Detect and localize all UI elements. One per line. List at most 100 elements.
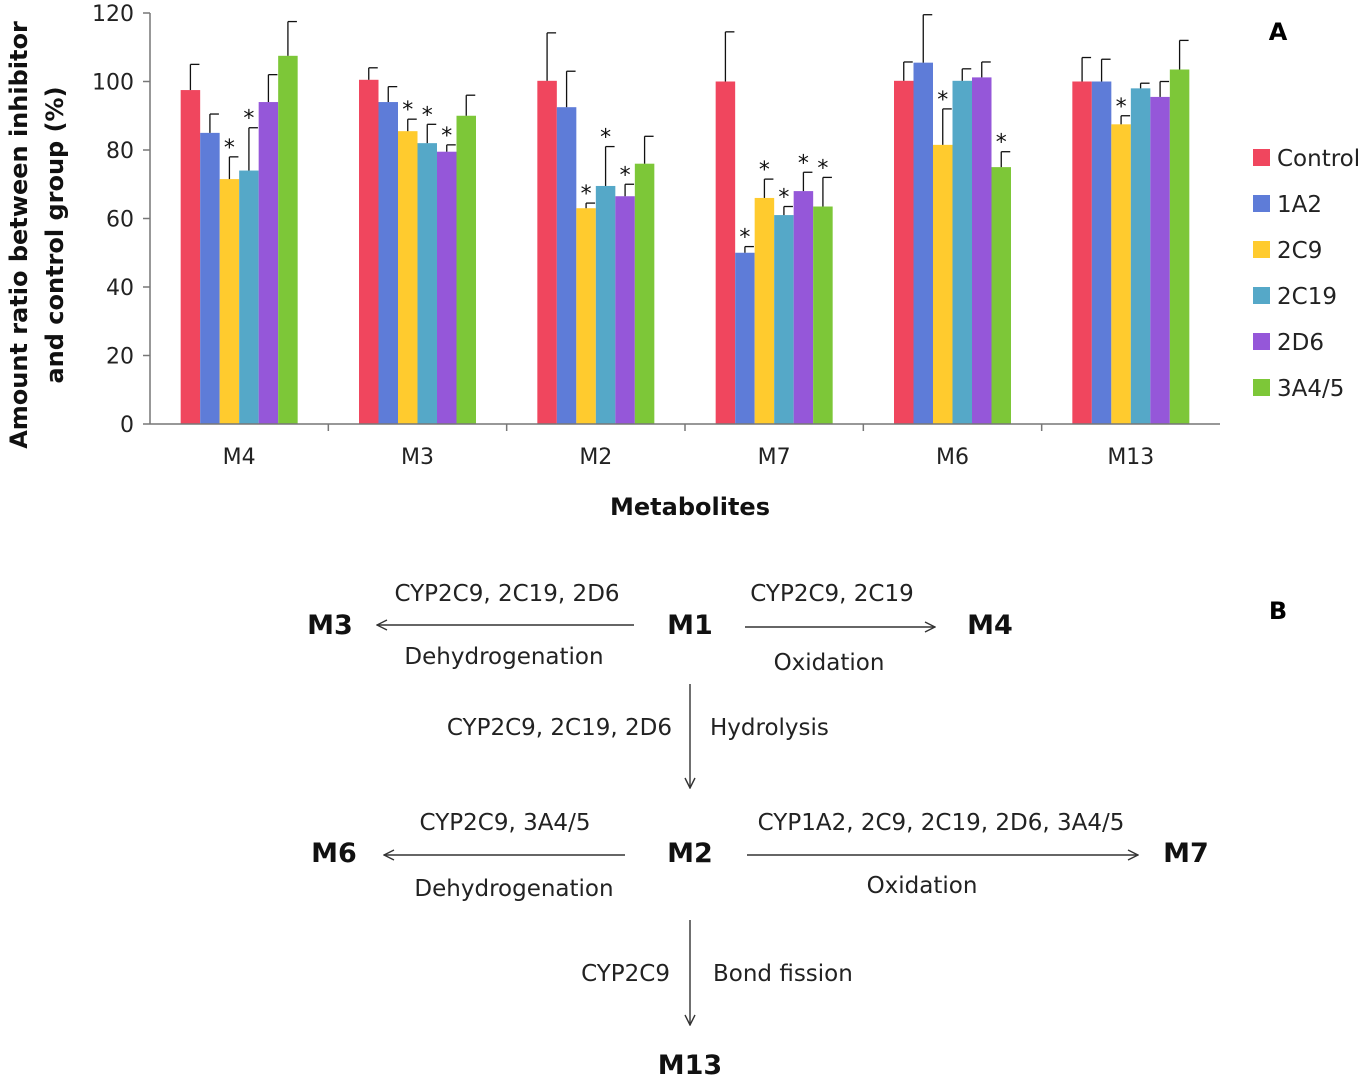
label-m1-m2-enzymes: CYP2C9, 2C19, 2D6 <box>447 715 672 741</box>
bar <box>735 252 755 424</box>
bar <box>913 62 933 424</box>
label-m2-m6-reaction: Dehydrogenation <box>414 876 613 902</box>
label-m1-m3-reaction: Dehydrogenation <box>404 644 603 670</box>
bar <box>1130 88 1151 424</box>
label-m2-m13-reaction: Bond fission <box>713 961 853 987</box>
bar <box>615 196 635 424</box>
bars <box>180 55 1190 425</box>
significance-star: * <box>581 182 592 207</box>
bar <box>258 102 279 425</box>
x-category-label: M2 <box>579 445 612 470</box>
y-axis-title: Amount ratio between inhibitor and contr… <box>5 21 69 449</box>
bar <box>1111 124 1131 424</box>
bar <box>1091 81 1112 424</box>
label-m2-m7-reaction: Oxidation <box>867 873 978 899</box>
label-m2-m6-enzymes: CYP2C9, 3A4/5 <box>420 810 591 836</box>
node-m3: M3 <box>307 610 353 641</box>
bar <box>952 80 972 424</box>
bar <box>793 191 814 424</box>
x-category-label: M3 <box>401 445 434 470</box>
significance-star: * <box>817 156 828 181</box>
bar <box>774 215 794 424</box>
significance-star: * <box>759 158 770 183</box>
node-m2: M2 <box>667 838 713 869</box>
y-tick-label: 80 <box>106 139 134 164</box>
significance-star: * <box>778 186 789 211</box>
significance-star: * <box>224 136 235 161</box>
x-category-label: M4 <box>223 445 256 470</box>
bar <box>1072 81 1092 424</box>
y-axis-title-line-2: and control group (%) <box>41 86 69 383</box>
node-m6: M6 <box>311 838 357 869</box>
legend-label: 2C19 <box>1277 284 1337 310</box>
panel-label-b: B <box>1269 597 1287 625</box>
bar <box>437 151 457 424</box>
legend-swatch <box>1253 379 1270 396</box>
legend-label: 3A4/5 <box>1277 376 1344 402</box>
significance-marks: * * * * * * * * * * * * * * * * <box>224 88 1127 251</box>
significance-star: * <box>798 151 809 176</box>
significance-star: * <box>243 107 254 132</box>
bar <box>1150 96 1170 424</box>
label-m1-m3-enzymes: CYP2C9, 2C19, 2D6 <box>394 581 619 607</box>
bar <box>813 206 833 424</box>
bar <box>537 80 557 424</box>
bar <box>972 77 992 424</box>
bar <box>576 208 596 424</box>
bar <box>715 81 736 424</box>
x-category-label: M13 <box>1107 445 1154 470</box>
y-axis-ticks: 0 20 40 60 80 100 120 <box>92 2 150 438</box>
legend-label: 2C9 <box>1277 238 1322 264</box>
legend-swatch <box>1253 195 1270 212</box>
bar <box>991 167 1011 424</box>
y-tick-label: 60 <box>106 208 134 233</box>
significance-star: * <box>937 88 948 113</box>
bar <box>278 55 298 424</box>
node-m1: M1 <box>667 610 713 641</box>
bar <box>239 170 259 424</box>
label-m2-m7-enzymes: CYP1A2, 2C9, 2C19, 2D6, 3A4/5 <box>758 810 1125 836</box>
y-axis-title-line-1: Amount ratio between inhibitor <box>5 21 33 449</box>
significance-star: * <box>402 98 413 123</box>
node-m4: M4 <box>967 610 1013 641</box>
bar <box>634 163 655 424</box>
x-axis-title: Metabolites <box>610 493 770 521</box>
x-category-label: M6 <box>936 445 969 470</box>
significance-star: * <box>739 226 750 251</box>
legend-swatch <box>1253 287 1270 304</box>
bar <box>894 80 914 424</box>
significance-star: * <box>1116 95 1127 120</box>
legend-label: 2D6 <box>1277 330 1324 356</box>
bar <box>1169 69 1190 424</box>
y-tick-label: 0 <box>120 413 134 438</box>
significance-star: * <box>600 126 611 151</box>
bar <box>456 115 476 424</box>
node-m7: M7 <box>1163 838 1209 869</box>
significance-star: * <box>422 103 433 128</box>
legend-swatch <box>1253 149 1270 166</box>
error-bars <box>189 14 1189 253</box>
legend: Control 1A2 2C9 2C19 2D6 3A4/5 <box>1253 146 1360 402</box>
panel-label-a: A <box>1269 18 1288 46</box>
label-m2-m13-enzymes: CYP2C9 <box>581 961 670 987</box>
legend-label: 1A2 <box>1277 192 1322 218</box>
metabolic-pathway-diagram: B M3 M1 M4 CYP2C9, 2C19, 2D6 Dehydrogena… <box>307 581 1287 1077</box>
significance-star: * <box>441 124 452 149</box>
label-m1-m4-reaction: Oxidation <box>774 650 885 676</box>
bar <box>933 144 953 425</box>
bar <box>595 185 616 424</box>
bar <box>378 102 398 425</box>
legend-swatch <box>1253 241 1270 258</box>
significance-star: * <box>996 131 1007 156</box>
y-tick-label: 40 <box>106 276 134 301</box>
node-m13: M13 <box>658 1050 722 1077</box>
bar <box>754 197 775 424</box>
y-tick-label: 20 <box>106 345 134 370</box>
bar <box>219 179 240 424</box>
y-tick-label: 100 <box>92 71 134 96</box>
bar <box>398 131 418 424</box>
bar <box>556 107 577 424</box>
label-m1-m4-enzymes: CYP2C9, 2C19 <box>750 581 913 607</box>
